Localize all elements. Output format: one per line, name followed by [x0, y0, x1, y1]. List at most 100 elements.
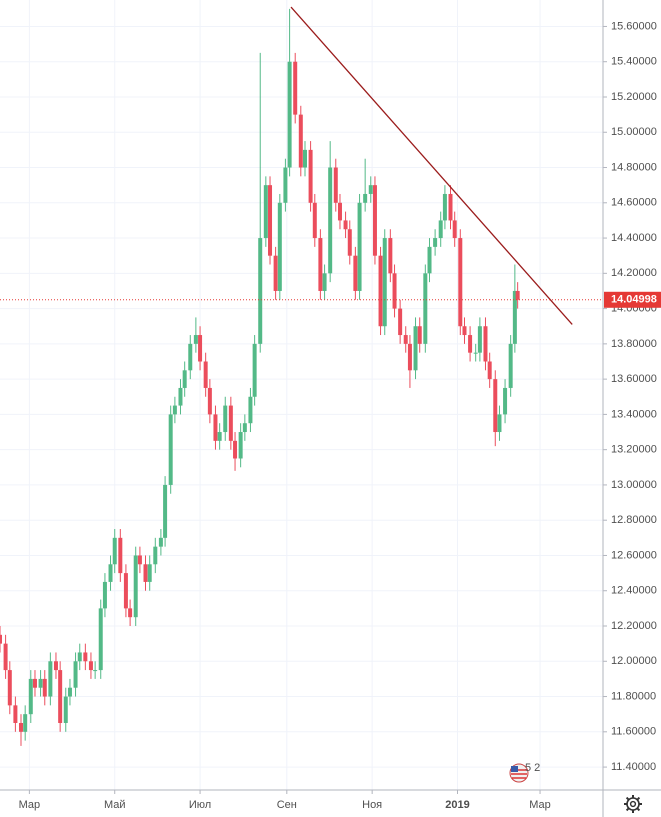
candle-body — [448, 193, 453, 221]
candle-body — [442, 193, 447, 221]
candle-body — [48, 661, 53, 697]
last-price-label: 14.04998 — [611, 294, 657, 306]
y-tick-label: 12.60000 — [611, 549, 657, 561]
candle-body — [182, 370, 187, 388]
candle-body — [433, 238, 438, 247]
candle-body — [63, 696, 68, 723]
x-tick-label: Май — [104, 799, 126, 811]
y-tick-label: 14.80000 — [611, 161, 657, 173]
badge-text: 5 2 — [525, 762, 540, 774]
y-tick-label: 15.20000 — [611, 91, 657, 103]
candle-body — [252, 343, 257, 397]
x-tick-label: Мар — [19, 799, 41, 811]
y-tick-label: 12.80000 — [611, 514, 657, 526]
candle-body — [217, 432, 222, 441]
y-tick-label: 11.60000 — [611, 726, 656, 738]
candle-body — [263, 185, 268, 239]
candle-body — [487, 361, 492, 380]
candle-body — [213, 414, 218, 441]
candle-body — [268, 185, 273, 256]
candle-body — [438, 220, 443, 239]
candle-body — [337, 202, 342, 221]
x-tick-label: 2019 — [445, 799, 469, 811]
candle-body — [248, 396, 253, 424]
candle-body — [347, 229, 352, 256]
y-tick-label: 15.00000 — [611, 126, 657, 138]
candle-body — [88, 661, 93, 671]
candle-body — [417, 326, 422, 344]
candle-body — [512, 290, 517, 344]
candle-body — [392, 273, 397, 309]
settings-icon[interactable] — [624, 795, 642, 813]
candle-body — [7, 670, 12, 706]
candle-body — [168, 414, 173, 485]
candle-body — [93, 670, 98, 672]
candle-body — [328, 167, 333, 274]
candle-body — [318, 238, 323, 291]
candle-body — [13, 705, 18, 723]
candle-body — [238, 432, 243, 459]
flag-icon[interactable] — [509, 763, 529, 783]
candle-body — [508, 343, 513, 388]
candle-body — [427, 246, 432, 274]
candle-body — [223, 405, 228, 433]
y-tick-label: 11.80000 — [611, 690, 656, 702]
candle-body — [233, 440, 238, 459]
candle-body — [178, 387, 183, 406]
candle-body — [128, 608, 133, 618]
candle-body — [0, 634, 2, 644]
candle-body — [67, 687, 72, 697]
candle-body — [198, 335, 203, 362]
candle-body — [137, 555, 142, 565]
candle-body — [353, 255, 358, 291]
candle-body — [357, 202, 362, 291]
candle-body — [207, 387, 212, 415]
x-tick-label: Июл — [189, 799, 211, 811]
candle-body — [497, 414, 502, 433]
y-tick-label: 14.20000 — [611, 267, 657, 279]
candle-body — [477, 326, 482, 353]
candle-body — [203, 361, 208, 388]
candle-body — [363, 193, 368, 203]
candle-body — [413, 326, 418, 371]
candle-body — [322, 273, 327, 291]
candle-body — [452, 220, 457, 239]
candle-body — [172, 405, 177, 415]
candle-body — [108, 564, 113, 582]
y-tick-label: 12.40000 — [611, 585, 657, 597]
candle-body — [58, 670, 63, 723]
candle-body — [153, 546, 158, 565]
candle-body — [493, 379, 498, 433]
candle-body — [468, 335, 473, 353]
candle-body — [273, 255, 278, 291]
candle-body — [112, 537, 117, 565]
y-tick-label: 15.60000 — [611, 20, 657, 32]
candle-body — [462, 326, 467, 336]
y-tick-label: 13.40000 — [611, 408, 657, 420]
candle-body — [483, 326, 488, 362]
candle-body — [333, 167, 338, 203]
candle-body — [98, 608, 103, 671]
candle-body — [298, 114, 303, 168]
y-tick-label: 14.60000 — [611, 197, 657, 209]
candle-body — [242, 423, 247, 433]
candle-body — [423, 273, 428, 344]
candle-body — [403, 335, 408, 344]
x-tick-label: Ноя — [362, 799, 382, 811]
candle-body — [283, 167, 288, 203]
candle-body — [473, 352, 478, 354]
y-tick-label: 12.20000 — [611, 620, 657, 632]
candle-body — [28, 678, 33, 715]
candle-body — [163, 484, 168, 538]
candle-body — [458, 238, 463, 327]
candle-body — [38, 678, 43, 688]
candle-body — [143, 564, 148, 582]
candle-body — [102, 581, 107, 609]
x-tick-label: Мар — [529, 799, 551, 811]
candle-body — [193, 335, 198, 344]
candle-body — [73, 661, 78, 688]
y-tick-label: 13.20000 — [611, 444, 657, 456]
candle-body — [277, 202, 282, 291]
y-tick-label: 13.00000 — [611, 479, 657, 491]
